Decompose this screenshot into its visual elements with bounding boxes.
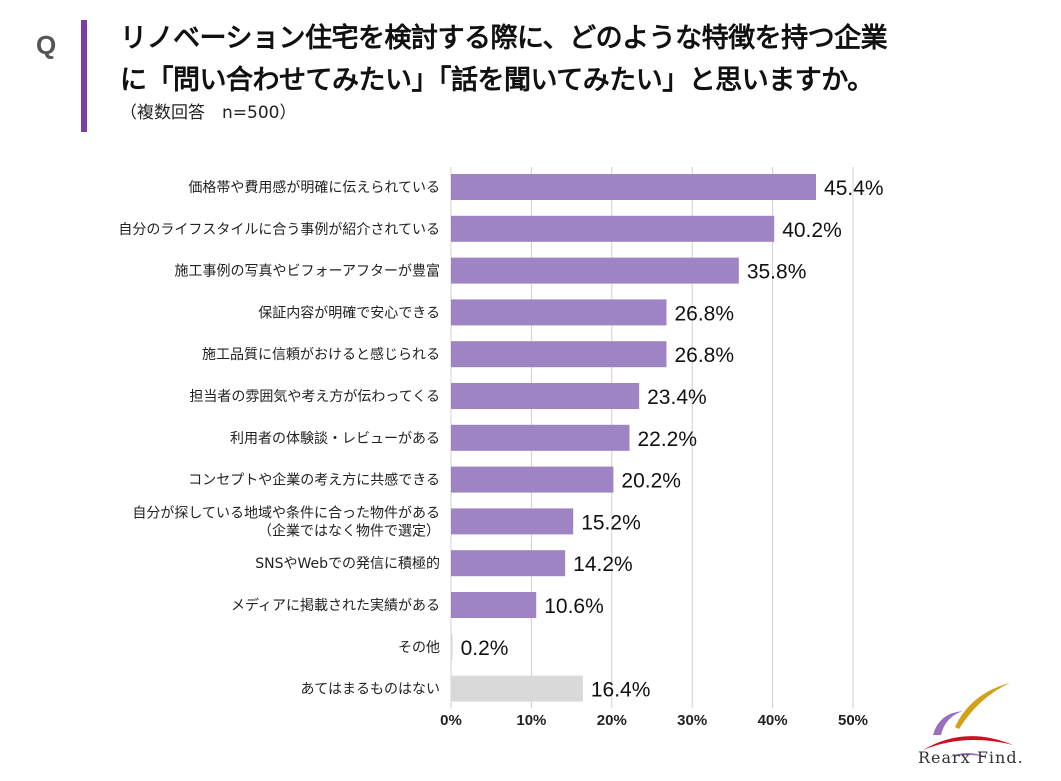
bar <box>451 592 537 618</box>
x-tick-label: 20% <box>597 712 627 729</box>
category-label: 担当者の雰囲気や考え方が伝わってくる <box>189 389 440 405</box>
bar <box>451 215 775 242</box>
x-tick-label: 10% <box>516 712 546 729</box>
logo-icon <box>923 683 1013 757</box>
category-label: 保証内容が明確で安心できる <box>258 304 440 321</box>
data-label: 26.8% <box>674 302 734 325</box>
data-label: 16.4% <box>591 679 651 702</box>
bar <box>451 383 640 409</box>
x-tick-label: 30% <box>677 712 707 729</box>
data-label: 45.4% <box>824 177 884 200</box>
category-label: コンセプトや企業の考え方に共感できる <box>188 472 440 489</box>
x-tick-label: 0% <box>440 712 462 729</box>
bar <box>451 299 667 326</box>
bar <box>451 550 566 577</box>
category-label: 利用者の体験談・レビューがある <box>230 431 440 447</box>
bar <box>451 508 574 535</box>
category-label: あてはまるものはない <box>301 682 440 698</box>
category-label: SNSやWebでの発信に積極的 <box>255 556 440 572</box>
x-tick-label: 50% <box>838 712 868 729</box>
title-line-1: リノベーション住宅を検討する際に、どのような特徴を持つ企業 <box>120 23 888 54</box>
category-label: メディアに掲載された実績がある <box>231 597 440 614</box>
category-label: 施工事例の写真やビフォーアフターが豊富 <box>175 263 440 280</box>
data-label: 26.8% <box>674 344 734 367</box>
data-label: 40.2% <box>782 219 842 242</box>
data-label: 23.4% <box>647 386 707 409</box>
bar <box>451 424 630 451</box>
category-label: 施工品質に信頼がおけると感じられる <box>202 346 440 363</box>
data-label: 14.2% <box>573 553 633 576</box>
data-label: 22.2% <box>637 428 697 451</box>
data-label: 10.6% <box>544 595 604 618</box>
logo-text: Rearx Find. <box>918 748 1024 767</box>
bar <box>451 675 583 702</box>
title-line-2: に「問い合わせてみたい」「話を聞いてみたい」と思いますか。 <box>120 65 874 96</box>
category-label: その他 <box>398 640 440 656</box>
bar <box>451 466 614 493</box>
page-title: リノベーション住宅を検討する際に、どのような特徴を持つ企業 に「問い合わせてみた… <box>120 18 888 102</box>
category-label: 自分のライフスタイルに合う事例が紹介されている <box>118 222 440 238</box>
accent-bar <box>81 20 87 132</box>
data-label: 35.8% <box>747 261 807 284</box>
data-label: 20.2% <box>621 470 681 493</box>
category-label: 価格帯や費用感が明確に伝えられている <box>188 179 440 196</box>
category-label: （企業ではなく物件で選定） <box>258 522 440 539</box>
subtitle: （複数回答 n=500） <box>120 103 297 123</box>
data-label: 0.2% <box>461 637 509 660</box>
bar <box>451 341 667 368</box>
question-marker: Q <box>36 30 57 60</box>
bar <box>451 174 817 200</box>
x-tick-label: 40% <box>758 712 788 729</box>
category-label: 自分が探している地域や条件に合った物件がある <box>132 504 440 521</box>
bar <box>451 633 453 660</box>
data-label: 15.2% <box>581 511 641 534</box>
bar <box>451 257 739 284</box>
